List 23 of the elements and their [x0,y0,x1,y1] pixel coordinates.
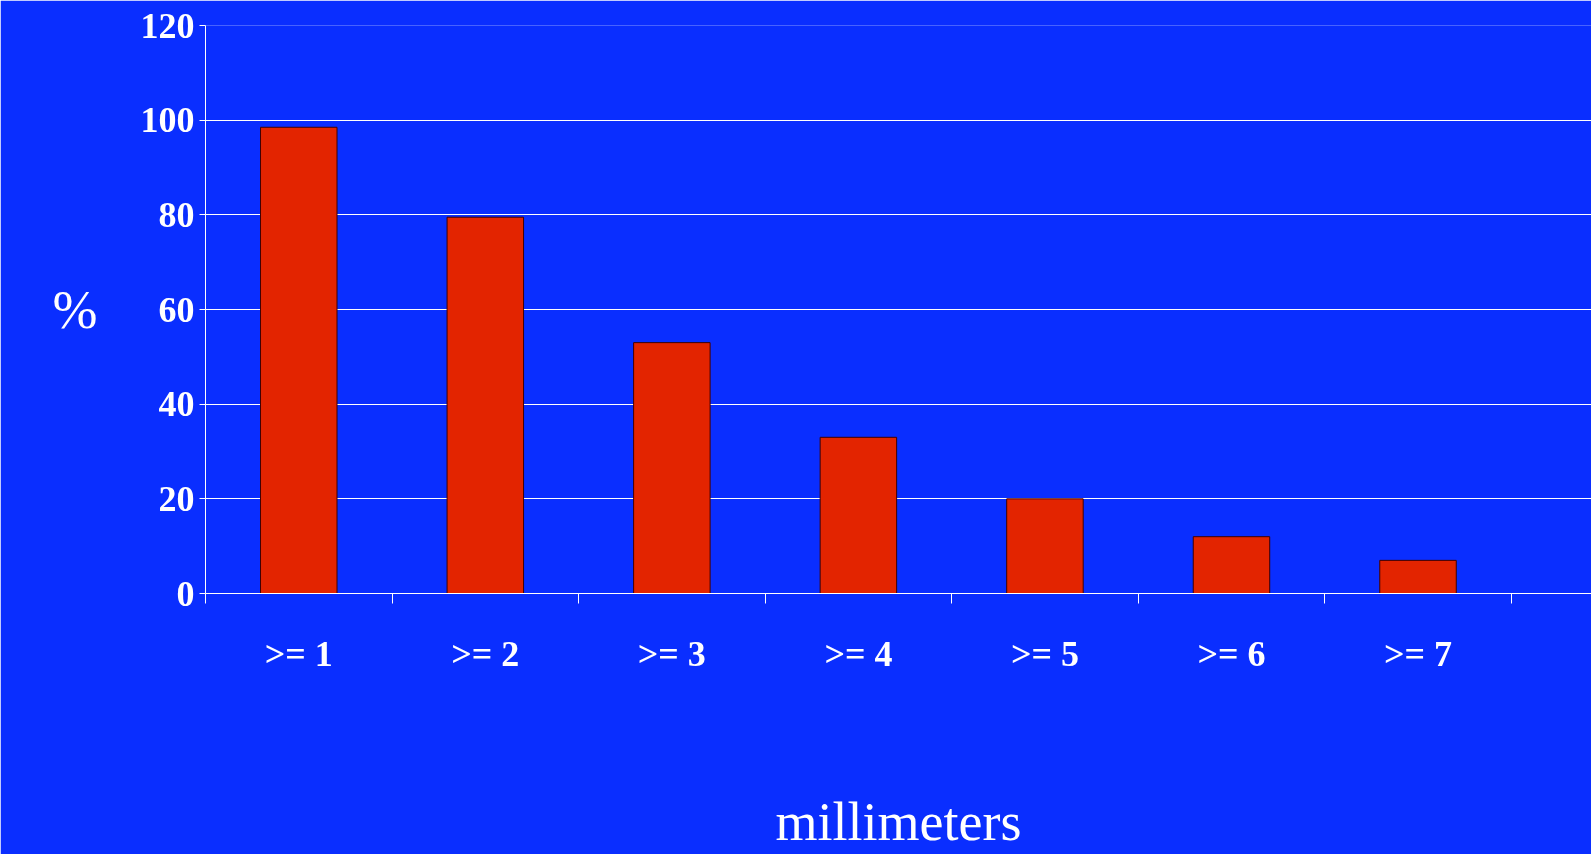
y-tick-label: 0 [176,573,195,614]
x-tick-label: >= 4 [824,633,893,674]
bar [819,436,898,594]
y-tick-label: 40 [158,384,195,425]
x-tick-label: >= 2 [451,633,520,674]
x-tick-label: >= 5 [1010,633,1079,674]
x-tick-label: >= 1 [264,633,333,674]
y-axis-title: % [52,279,98,340]
bar [446,216,525,594]
y-tick-label: 120 [140,5,195,46]
y-tick-label: 60 [158,289,195,330]
x-tick-label: >= 3 [637,633,706,674]
bar [1192,536,1271,594]
x-tick-label: >= 6 [1197,633,1266,674]
y-tick-label: 20 [158,478,195,519]
x-tick-label: >= 7 [1384,633,1453,674]
bar [260,126,338,594]
y-tick-label: 80 [158,194,195,235]
bar [1379,559,1457,594]
y-tick-label: 100 [140,100,195,141]
x-axis-title: millimeters [775,791,1022,852]
bar [1006,498,1084,594]
bar [633,342,711,594]
